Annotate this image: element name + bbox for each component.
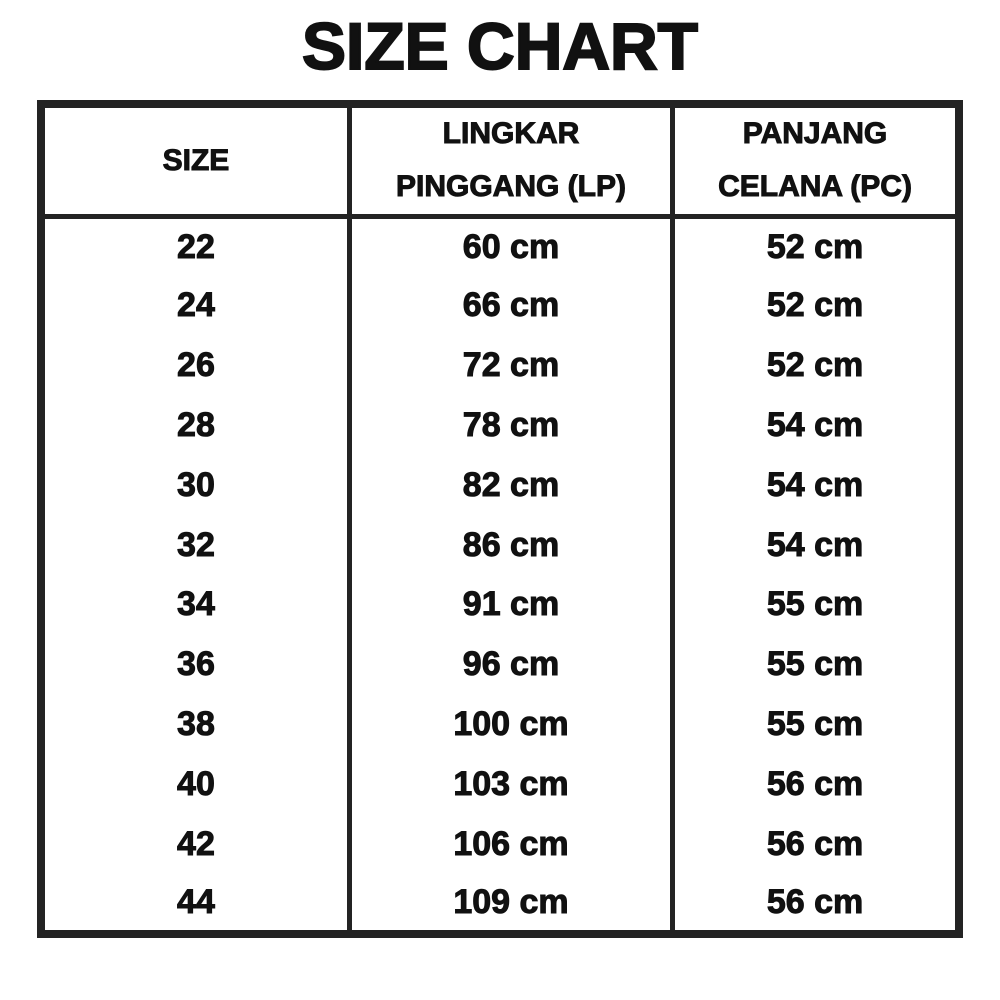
header-row: SIZE LINGKAR PINGGANG (LP) PANJANG CELAN… <box>38 104 962 219</box>
cell-lingkar-pinggang: 82 cm <box>346 455 676 516</box>
cell-size: 40 <box>38 754 352 815</box>
table-row: 24 66 cm 52 cm <box>38 275 962 336</box>
cell-panjang-celana: 54 cm <box>670 395 962 456</box>
table-row: 36 96 cm 55 cm <box>38 634 962 695</box>
page-title: SIZE CHART <box>301 8 699 84</box>
table-row: 44 109 cm 56 cm <box>38 874 962 934</box>
cell-size: 32 <box>38 515 352 575</box>
cell-panjang-celana: 56 cm <box>670 754 962 815</box>
table-row: 22 60 cm 52 cm <box>38 216 962 276</box>
table-row: 42 106 cm 56 cm <box>38 814 962 875</box>
cell-panjang-celana: 55 cm <box>670 574 962 635</box>
cell-panjang-celana: 56 cm <box>670 874 962 934</box>
cell-size: 28 <box>38 395 352 456</box>
header-cell-size: SIZE <box>38 104 352 219</box>
cell-size: 34 <box>38 574 352 635</box>
cell-lingkar-pinggang: 103 cm <box>346 754 676 815</box>
cell-size: 36 <box>38 634 352 695</box>
table-row: 40 103 cm 56 cm <box>38 754 962 815</box>
table-row: 28 78 cm 54 cm <box>38 395 962 456</box>
cell-panjang-celana: 55 cm <box>670 634 962 695</box>
table-row: 34 91 cm 55 cm <box>38 574 962 635</box>
cell-lingkar-pinggang: 109 cm <box>346 874 676 934</box>
cell-panjang-celana: 52 cm <box>670 275 962 336</box>
cell-size: 44 <box>38 874 352 934</box>
cell-lingkar-pinggang: 66 cm <box>346 275 676 336</box>
cell-lingkar-pinggang: 72 cm <box>346 335 676 396</box>
cell-lingkar-pinggang: 106 cm <box>346 814 676 875</box>
table-row: 26 72 cm 52 cm <box>38 335 962 396</box>
cell-size: 24 <box>38 275 352 336</box>
cell-size: 38 <box>38 694 352 755</box>
cell-panjang-celana: 54 cm <box>670 455 962 516</box>
cell-panjang-celana: 54 cm <box>670 515 962 575</box>
cell-size: 30 <box>38 455 352 516</box>
cell-lingkar-pinggang: 60 cm <box>346 216 676 276</box>
header-cell-lingkar-pinggang: LINGKAR PINGGANG (LP) <box>346 104 676 219</box>
cell-size: 22 <box>38 216 352 276</box>
cell-lingkar-pinggang: 96 cm <box>346 634 676 695</box>
cell-lingkar-pinggang: 78 cm <box>346 395 676 456</box>
size-chart-table: SIZE LINGKAR PINGGANG (LP) PANJANG CELAN… <box>37 100 963 938</box>
cell-lingkar-pinggang: 86 cm <box>346 515 676 575</box>
cell-panjang-celana: 52 cm <box>670 335 962 396</box>
header-cell-panjang-celana: PANJANG CELANA (PC) <box>670 104 962 219</box>
table-row: 32 86 cm 54 cm <box>38 515 962 575</box>
table-row: 38 100 cm 55 cm <box>38 694 962 755</box>
cell-panjang-celana: 55 cm <box>670 694 962 755</box>
cell-size: 26 <box>38 335 352 396</box>
cell-panjang-celana: 56 cm <box>670 814 962 875</box>
cell-lingkar-pinggang: 100 cm <box>346 694 676 755</box>
cell-panjang-celana: 52 cm <box>670 216 962 276</box>
cell-size: 42 <box>38 814 352 875</box>
table-row: 30 82 cm 54 cm <box>38 455 962 516</box>
table-header: SIZE LINGKAR PINGGANG (LP) PANJANG CELAN… <box>38 104 962 219</box>
cell-lingkar-pinggang: 91 cm <box>346 574 676 635</box>
size-table-body: 22 60 cm 52 cm 24 66 cm 52 cm 26 72 cm 5… <box>38 216 962 934</box>
